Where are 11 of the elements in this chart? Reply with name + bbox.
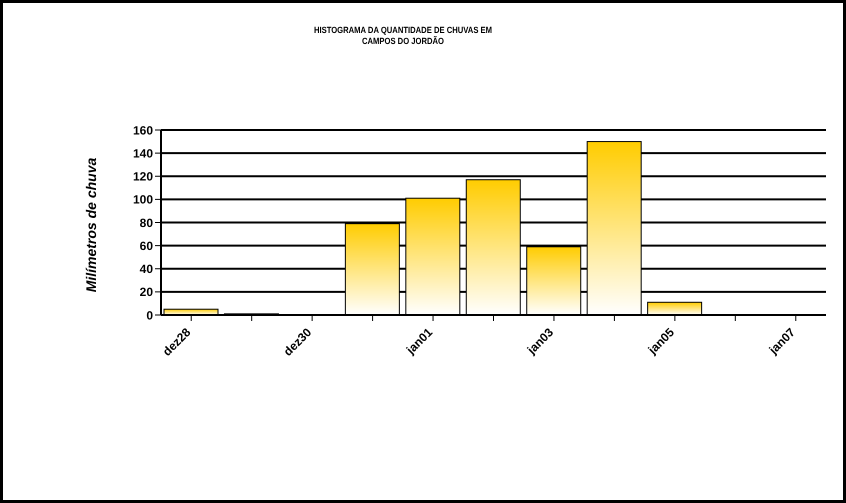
y-tick-label: 100 <box>132 192 154 207</box>
y-tick-label: 20 <box>140 285 154 300</box>
y-tick-label: 60 <box>140 238 154 253</box>
y-axis-title: Milímetros de chuva <box>83 158 99 292</box>
y-tick-label: 80 <box>140 216 154 230</box>
y-tick-label: 140 <box>132 146 154 160</box>
y-tick-label: 120 <box>132 170 154 184</box>
chart-title: HISTOGRAMA DA QUANTIDADE DE CHUVAS EM CAMPOS DO JORDÃO <box>312 25 494 47</box>
y-tick-label: 40 <box>140 262 154 276</box>
y-tick-label: 160 <box>132 123 154 138</box>
y-tick-label: 0 <box>146 308 154 322</box>
